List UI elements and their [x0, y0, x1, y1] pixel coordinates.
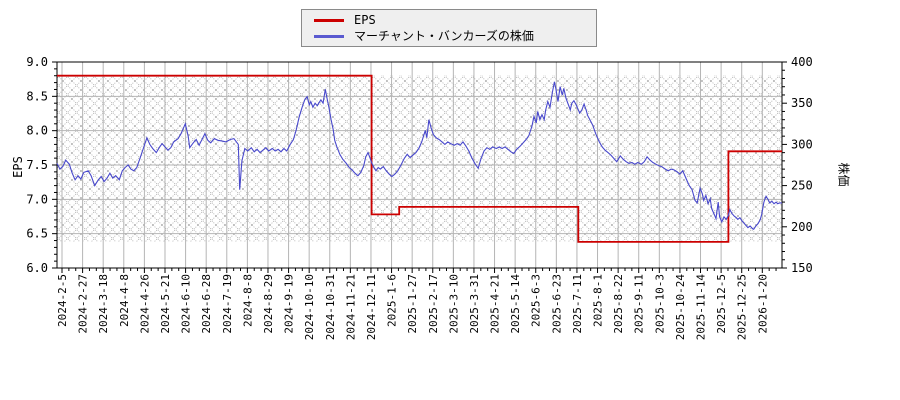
x-tick-label: 2025-1-6 [386, 274, 399, 327]
x-tick-label: 2025-1-27 [406, 274, 419, 334]
stock-price-line-swatch [314, 34, 344, 38]
y-left-tick-label: 9.0 [26, 55, 48, 69]
x-tick-label: 2024-10-10 [303, 274, 316, 340]
x-tick-label: 2025-10-3 [653, 274, 666, 334]
x-tick-label: 2025-8-1 [592, 274, 605, 327]
x-tick-label: 2024-6-28 [200, 274, 213, 334]
x-tick-label: 2024-7-19 [221, 274, 234, 334]
x-tick-label: 2024-2-27 [77, 274, 90, 334]
left-axis-title: EPS [11, 156, 25, 178]
x-tick-label: 2024-9-19 [283, 274, 296, 334]
y-left-tick-label: 7.0 [26, 192, 48, 206]
x-tick-label: 2024-4-8 [118, 274, 131, 327]
gridlines [57, 62, 782, 268]
y-left-tick-label: 6.0 [26, 261, 48, 275]
x-tick-label: 2025-9-11 [633, 274, 646, 334]
x-tick-label: 2024-2-5 [56, 274, 69, 327]
x-tick-label: 2024-10-31 [324, 274, 337, 340]
legend-label-stock-price: マーチャント・バンカーズの株価 [354, 29, 534, 43]
x-tick-label: 2024-11-21 [344, 274, 357, 340]
x-tick-label: 2025-6-23 [550, 274, 563, 334]
stock-price-line [56, 81, 782, 231]
eps-line-swatch [314, 18, 344, 22]
x-tick-label: 2025-2-17 [427, 274, 440, 334]
x-tick-label: 2024-3-18 [97, 274, 110, 334]
x-tick-label: 2025-8-22 [612, 274, 625, 334]
y-left-tick-label: 8.5 [26, 89, 48, 103]
right-axis-title: 株価 [836, 162, 851, 187]
y-right-tick-label: 200 [791, 220, 813, 234]
x-tick-label: 2024-4-26 [138, 274, 151, 334]
tick-labels: 2024-2-5 2024-2-27 2024-3-18 2024-4-8 2024-4… [26, 55, 812, 340]
legend-label-eps: EPS [354, 13, 376, 27]
x-tick-label: 2025-12-5 [715, 274, 728, 334]
x-tick-label: 2024-5-21 [159, 274, 172, 334]
x-tick-label: 2025-4-21 [489, 274, 502, 334]
x-tick-label: 2025-5-14 [509, 274, 522, 334]
eps-step-line [57, 74, 782, 243]
x-tick-label: 2025-6-3 [530, 274, 543, 327]
x-tick-label: 2024-12-11 [365, 274, 378, 340]
y-left-tick-label: 6.5 [26, 227, 48, 241]
y-right-tick-label: 400 [791, 55, 813, 69]
y-right-tick-label: 250 [791, 179, 813, 193]
x-tick-label: 2025-3-31 [468, 274, 481, 334]
legend-item-stock-price: マーチャント・バンカーズの株価 [302, 28, 596, 44]
legend-item-eps: EPS [302, 12, 596, 28]
x-tick-label: 2026-1-20 [756, 274, 769, 334]
legend: EPS マーチャント・バンカーズの株価 [301, 9, 597, 47]
y-left-tick-label: 7.5 [26, 158, 48, 172]
hatch-band [57, 75, 782, 242]
plot-frame [56, 61, 783, 269]
y-right-tick-label: 150 [791, 261, 813, 275]
x-tick-label: 2025-12-25 [736, 274, 749, 340]
x-tick-label: 2024-6-10 [180, 274, 193, 334]
y-right-tick-label: 350 [791, 96, 813, 110]
x-tick-label: 2025-7-11 [571, 274, 584, 334]
x-tick-label: 2025-10-24 [674, 274, 687, 341]
x-tick-label: 2025-3-10 [447, 274, 460, 334]
x-tick-label: 2025-11-14 [695, 274, 708, 341]
x-tick-label: 2024-8-8 [241, 274, 254, 327]
x-tick-label: 2024-8-29 [262, 274, 275, 334]
y-right-tick-label: 300 [791, 137, 813, 151]
y-left-tick-label: 8.0 [26, 124, 48, 138]
